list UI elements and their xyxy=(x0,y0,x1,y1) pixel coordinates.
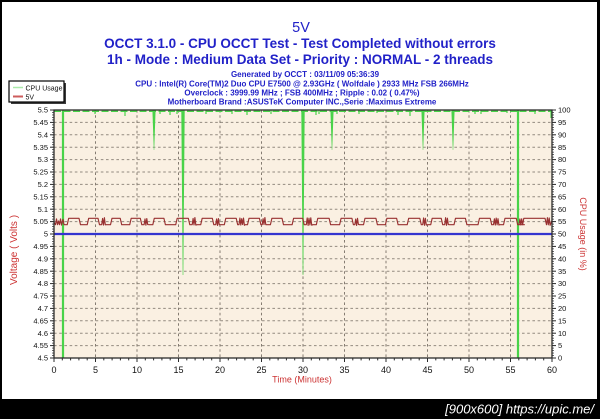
svg-text:10: 10 xyxy=(132,365,142,375)
svg-text:25: 25 xyxy=(558,292,566,301)
svg-text:5.1: 5.1 xyxy=(38,205,48,214)
svg-text:50: 50 xyxy=(464,365,474,375)
svg-text:5.35: 5.35 xyxy=(33,143,48,152)
svg-text:0: 0 xyxy=(51,365,56,375)
svg-text:75: 75 xyxy=(558,168,566,177)
svg-text:Time (Minutes): Time (Minutes) xyxy=(272,375,332,385)
svg-text:5: 5 xyxy=(558,341,562,350)
svg-text:55: 55 xyxy=(558,217,566,226)
svg-text:70: 70 xyxy=(558,180,566,189)
svg-text:4.95: 4.95 xyxy=(33,242,48,251)
svg-text:45: 45 xyxy=(422,365,432,375)
svg-text:5: 5 xyxy=(44,230,48,239)
svg-text:25: 25 xyxy=(256,365,266,375)
svg-text:5.4: 5.4 xyxy=(38,130,48,139)
svg-text:5: 5 xyxy=(93,365,98,375)
svg-text:5.5: 5.5 xyxy=(38,106,48,115)
svg-text:4.75: 4.75 xyxy=(33,292,48,301)
svg-text:40: 40 xyxy=(558,254,566,263)
svg-text:30: 30 xyxy=(298,365,308,375)
svg-text:4.6: 4.6 xyxy=(38,329,48,338)
svg-text:4.65: 4.65 xyxy=(33,316,48,325)
svg-text:5.15: 5.15 xyxy=(33,192,48,201)
svg-text:60: 60 xyxy=(558,205,566,214)
svg-text:4.9: 4.9 xyxy=(38,254,48,263)
svg-text:30: 30 xyxy=(558,279,566,288)
svg-text:5.3: 5.3 xyxy=(38,155,48,164)
svg-text:4.8: 4.8 xyxy=(38,279,48,288)
svg-text:1h - Mode : Medium Data Set -: 1h - Mode : Medium Data Set - Priority :… xyxy=(107,52,493,67)
svg-text:5V: 5V xyxy=(26,94,35,101)
svg-text:20: 20 xyxy=(558,304,566,313)
svg-text:Generated by OCCT : 03/11/09 0: Generated by OCCT : 03/11/09 05:36:39 xyxy=(231,70,380,79)
svg-text:90: 90 xyxy=(558,130,566,139)
svg-text:4.85: 4.85 xyxy=(33,267,48,276)
svg-text:85: 85 xyxy=(558,143,566,152)
svg-text:100: 100 xyxy=(558,106,571,115)
svg-text:60: 60 xyxy=(547,365,557,375)
svg-text:4.55: 4.55 xyxy=(33,341,48,350)
svg-text:35: 35 xyxy=(558,267,566,276)
svg-text:CPU Usage (in %): CPU Usage (in %) xyxy=(578,197,588,271)
svg-text:CPU : Intel(R) Core(TM)2 Duo C: CPU : Intel(R) Core(TM)2 Duo CPU E7500 @… xyxy=(135,79,469,88)
svg-text:65: 65 xyxy=(558,192,566,201)
svg-text:5.45: 5.45 xyxy=(33,118,48,127)
svg-text:5.2: 5.2 xyxy=(38,180,48,189)
svg-text:15: 15 xyxy=(558,316,566,325)
svg-text:10: 10 xyxy=(558,329,566,338)
svg-text:35: 35 xyxy=(339,365,349,375)
svg-text:OCCT 3.1.0 - CPU OCCT Test - T: OCCT 3.1.0 - CPU OCCT Test - Test Comple… xyxy=(104,36,496,51)
svg-text:55: 55 xyxy=(505,365,515,375)
svg-text:80: 80 xyxy=(558,155,566,164)
svg-text:Overclock : 3999.99 MHz ; FSB: Overclock : 3999.99 MHz ; FSB 400MHz ; R… xyxy=(184,89,420,98)
svg-text:4.7: 4.7 xyxy=(38,304,48,313)
svg-text:15: 15 xyxy=(173,365,183,375)
svg-text:20: 20 xyxy=(215,365,225,375)
svg-text:95: 95 xyxy=(558,118,566,127)
svg-text:40: 40 xyxy=(381,365,391,375)
svg-text:45: 45 xyxy=(558,242,566,251)
svg-text:5.25: 5.25 xyxy=(33,168,48,177)
svg-text:[900x600] https://upic.me/: [900x600] https://upic.me/ xyxy=(444,402,595,417)
svg-text:Motherboard Brand :ASUSTeK Com: Motherboard Brand :ASUSTeK Computer INC.… xyxy=(168,98,437,107)
svg-text:5V: 5V xyxy=(292,20,310,36)
svg-text:0: 0 xyxy=(558,354,562,363)
svg-text:CPU Usage: CPU Usage xyxy=(26,85,63,92)
svg-text:4.5: 4.5 xyxy=(38,354,48,363)
svg-text:50: 50 xyxy=(558,230,566,239)
svg-text:Voltage ( Volts ): Voltage ( Volts ) xyxy=(9,215,20,285)
svg-text:5.05: 5.05 xyxy=(33,217,48,226)
